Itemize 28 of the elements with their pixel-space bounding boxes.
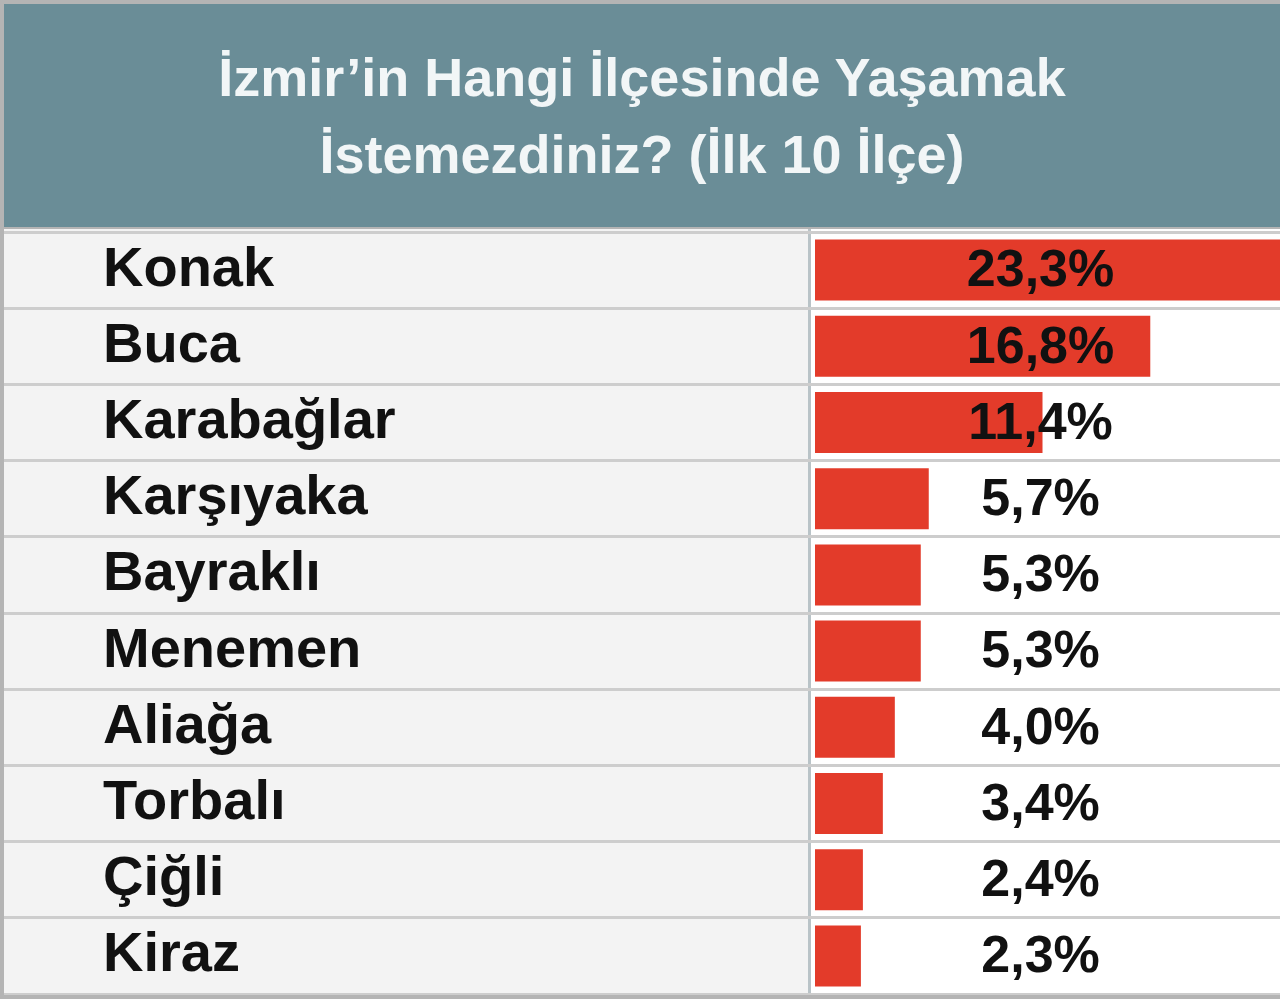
- bar: [815, 925, 861, 987]
- y-tick-label: Buca: [103, 310, 241, 374]
- bar: [815, 773, 883, 834]
- chart-title: İzmir’in Hangi İlçesinde Yaşamak İstemezdiniz? (İlk 10 İlçe): [217, 45, 1067, 186]
- data-label: 2,4%: [981, 849, 1100, 908]
- bar: [815, 696, 895, 758]
- y-tick-label: Konak: [103, 234, 275, 298]
- y-tick-label: Aliağa: [103, 691, 272, 755]
- y-tick-label: Karabağlar: [103, 386, 396, 450]
- data-label: 4,0%: [981, 696, 1100, 755]
- data-label: 3,4%: [981, 772, 1100, 831]
- bar: [815, 849, 863, 911]
- y-tick-label: Bayraklı: [103, 539, 321, 603]
- data-label: 5,3%: [981, 620, 1100, 679]
- y-tick-label: Çiğli: [103, 844, 225, 908]
- data-label: 16,8%: [966, 315, 1115, 374]
- data-label: 5,7%: [981, 468, 1100, 527]
- y-tick-label: Torbalı: [103, 767, 286, 831]
- data-label: 5,3%: [981, 544, 1100, 603]
- bar: [815, 239, 1280, 301]
- data-label: 2,3%: [981, 925, 1100, 984]
- bar: [815, 620, 921, 682]
- y-tick-label: Karşıyaka: [103, 463, 369, 527]
- bar: [815, 468, 929, 530]
- data-label: 23,3%: [966, 239, 1115, 298]
- y-tick-label: Menemen: [103, 615, 362, 679]
- y-tick-label: Kiraz: [103, 920, 240, 984]
- bar: [815, 544, 921, 606]
